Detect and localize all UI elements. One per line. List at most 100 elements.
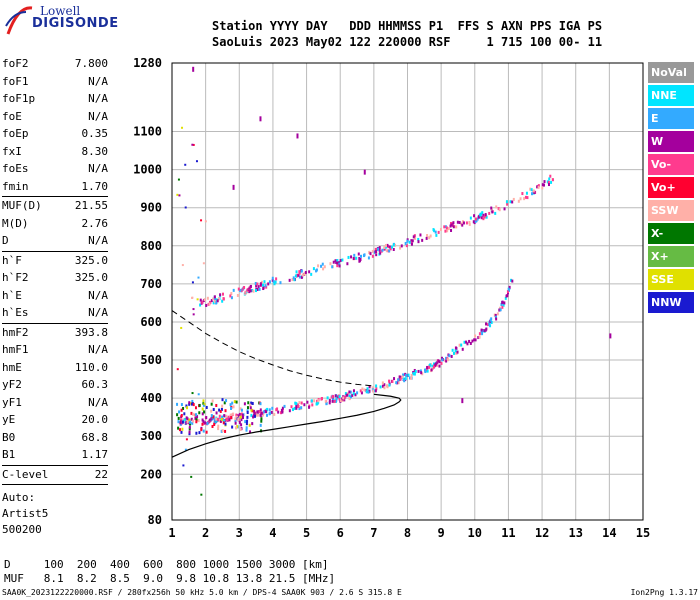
echo-dot-low-clutter — [178, 428, 181, 432]
echo-dot-o-trace — [450, 354, 453, 358]
echo-dot-second-hop — [297, 273, 300, 277]
echo-dot-second-hop — [479, 212, 482, 216]
param-name: yF1 — [2, 395, 22, 409]
echo-dot-isolated — [192, 66, 195, 72]
echo-dot-low-clutter — [231, 425, 234, 429]
echo-dot-second-hop — [405, 244, 408, 248]
echo-dot-second-hop — [249, 289, 252, 293]
echo-dot-second-hop — [312, 267, 315, 271]
echo-dot-o-trace — [250, 413, 253, 417]
echo-dot-second-hop — [414, 236, 417, 240]
echo-dot-o-trace — [474, 338, 477, 342]
echo-dot-o-trace — [217, 417, 220, 421]
echo-dot-o-trace — [419, 369, 422, 373]
param-value: 110.0 — [74, 360, 108, 374]
echo-dot-low-clutter — [211, 424, 214, 428]
param-value: N/A — [88, 109, 108, 123]
echo-dot-o-trace — [262, 410, 265, 414]
echo-dot-low-clutter — [220, 417, 223, 421]
echo-dot-low-clutter — [198, 403, 201, 407]
logo-line2: DIGISONDE — [32, 16, 119, 31]
echo-dot-second-hop — [383, 246, 386, 250]
echo-dot-second-hop — [371, 249, 374, 253]
echo-dot-second-hop — [491, 210, 494, 214]
echo-dot-o-trace — [241, 413, 244, 417]
param-value: N/A — [88, 306, 108, 319]
echo-dot-scatter — [191, 296, 194, 299]
param-name: hmF1 — [2, 343, 29, 356]
echo-dot-low-clutter — [177, 426, 180, 430]
echo-dot-o-trace — [222, 419, 225, 423]
param-row: D N/A — [2, 232, 108, 250]
echo-dot-second-hop — [452, 221, 455, 225]
echo-dot-second-hop — [203, 298, 206, 302]
param-name: yE — [2, 413, 16, 426]
echo-dot-low-clutter — [221, 429, 224, 433]
echo-dot-second-hop — [449, 224, 452, 228]
echo-dot-o-trace — [417, 369, 420, 373]
echo-dot-low-clutter — [250, 401, 253, 405]
echo-dot-low-clutter — [230, 406, 233, 410]
param-name: h`E — [2, 288, 22, 302]
echo-dot-o-trace — [469, 341, 472, 345]
x-tick-label: 15 — [636, 526, 650, 540]
echo-dot-second-hop — [413, 234, 416, 238]
echo-dot-low-clutter — [232, 405, 235, 409]
echo-dot-second-hop — [388, 245, 391, 249]
echo-dot-o-trace — [402, 377, 405, 381]
param-value: 60.3 — [81, 378, 109, 391]
echo-dot-o-trace — [410, 373, 413, 377]
echo-dot-low-clutter — [177, 420, 180, 424]
param-row: fmin 1.70 — [2, 178, 108, 196]
echo-dot-second-hop — [547, 183, 550, 187]
echo-dot-second-hop — [456, 220, 459, 224]
echo-dot-o-trace — [507, 287, 510, 291]
echo-dot-o-trace — [326, 396, 329, 400]
echo-dot-low-clutter — [200, 428, 203, 432]
echo-dot-low-clutter — [188, 402, 191, 406]
echo-dot-second-hop — [480, 216, 483, 220]
echo-dot-o-trace — [434, 362, 437, 366]
echo-dot-o-trace — [238, 412, 241, 416]
echo-dot-scatter — [200, 219, 203, 222]
echo-dot-isolated — [363, 169, 366, 175]
echo-dot-second-hop — [526, 196, 529, 200]
echo-dot-second-hop — [530, 188, 533, 192]
echo-dot-low-clutter — [249, 430, 252, 434]
x-tick-label: 8 — [404, 526, 411, 540]
echo-dot-o-trace — [228, 418, 231, 422]
echo-dot-o-trace — [375, 384, 378, 388]
echo-dot-low-clutter — [259, 402, 262, 406]
echo-dot-second-hop — [391, 245, 394, 249]
param-value: 325.0 — [74, 253, 108, 267]
echo-dot-scatter — [191, 281, 194, 284]
echo-dot-o-trace — [271, 406, 274, 410]
echo-dot-second-hop — [335, 261, 338, 265]
echo-dot-o-trace — [388, 379, 391, 383]
echo-dot-low-clutter — [238, 420, 241, 424]
echo-dot-second-hop — [439, 227, 442, 231]
echo-dot-low-clutter — [190, 411, 193, 415]
echo-dot-low-clutter — [248, 423, 251, 427]
echo-dot-second-hop — [443, 225, 446, 229]
echo-dot-o-trace — [359, 389, 362, 393]
echo-dot-scatter — [200, 493, 203, 496]
y-tick-label: 900 — [140, 201, 162, 215]
legend-item: SSE — [648, 269, 694, 290]
echo-dot-o-trace — [185, 416, 188, 420]
echo-dot-second-hop — [375, 253, 378, 257]
echo-dot-low-clutter — [188, 425, 191, 429]
echo-dot-low-clutter — [180, 414, 183, 418]
echo-dot-o-trace — [468, 339, 471, 343]
echo-dot-low-clutter — [177, 416, 180, 420]
echo-dot-o-trace — [333, 399, 336, 403]
echo-dot-second-hop — [468, 220, 471, 224]
echo-dot-second-hop — [475, 219, 478, 223]
echo-dot-second-hop — [450, 228, 453, 232]
echo-dot-second-hop — [451, 224, 454, 228]
echo-dot-second-hop — [404, 241, 407, 245]
param-row: C-level 22 — [2, 466, 108, 484]
echo-dot-o-trace — [331, 399, 334, 403]
legend-item: X- — [648, 223, 694, 244]
echo-dot-o-trace — [499, 308, 502, 312]
